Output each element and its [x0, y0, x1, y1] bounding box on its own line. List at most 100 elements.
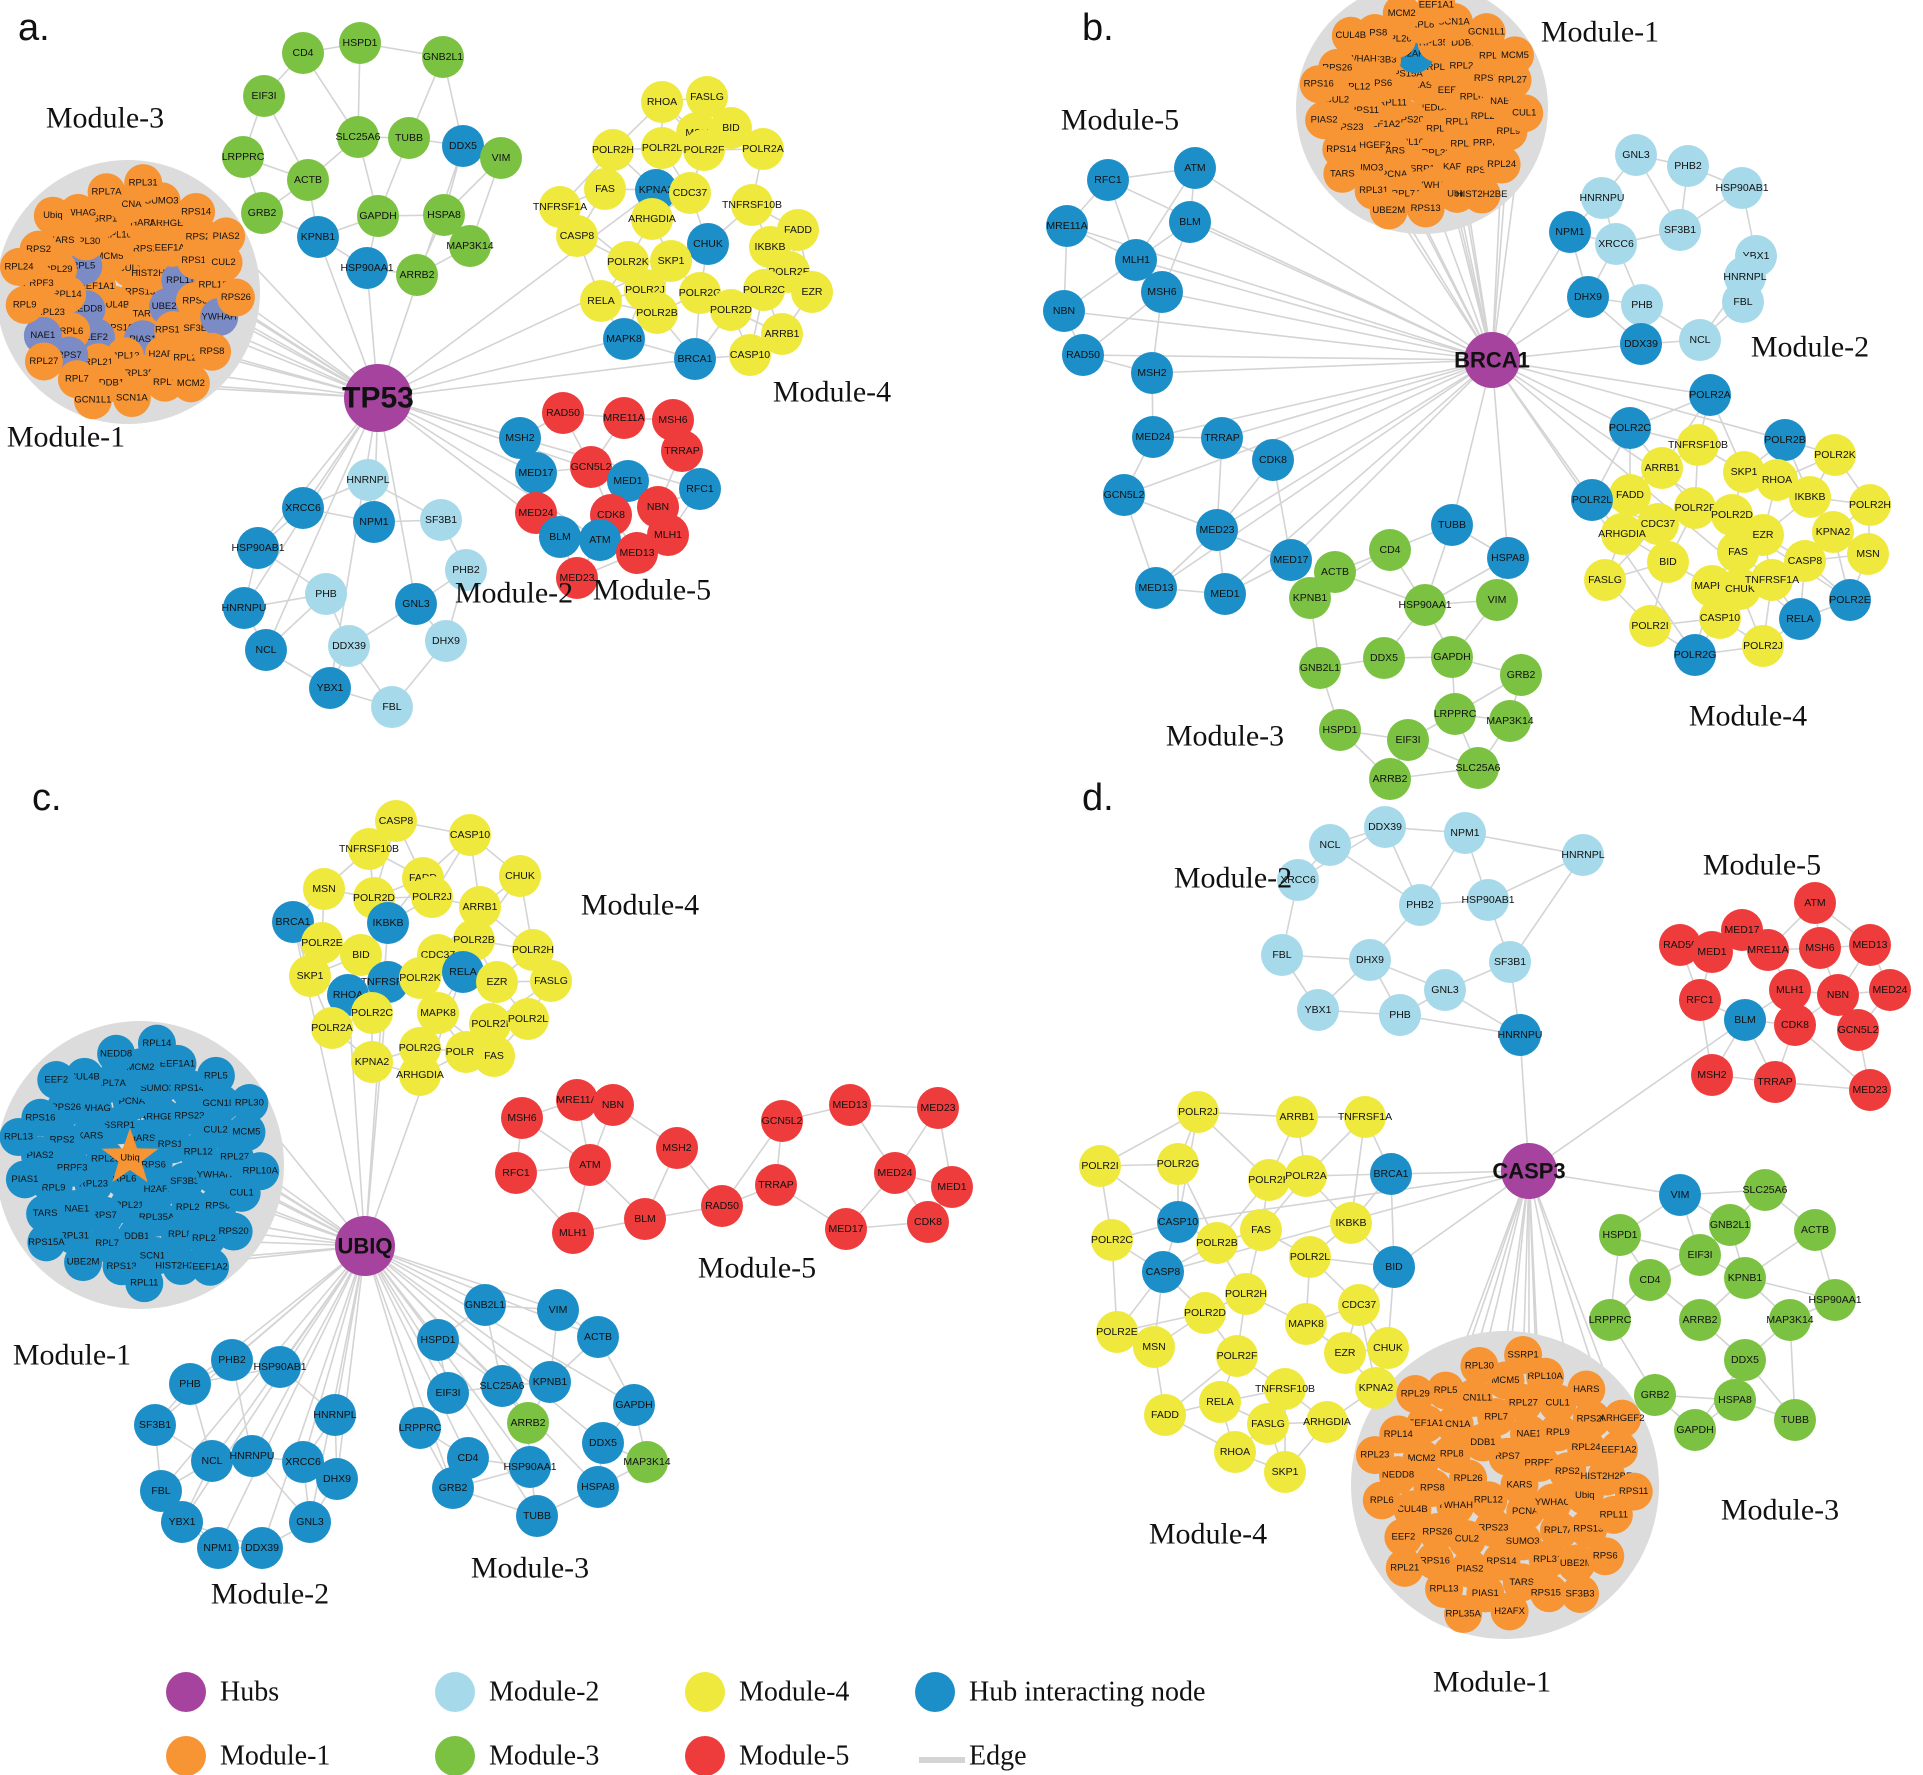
- node-POLR2L[interactable]: [1289, 1236, 1331, 1278]
- node-KPNB1[interactable]: [529, 1361, 571, 1403]
- node-MSH2[interactable]: [499, 417, 541, 459]
- node-DDX5[interactable]: [582, 1422, 624, 1464]
- node-POLR2H[interactable]: [1225, 1273, 1267, 1315]
- node-RHOA[interactable]: [641, 81, 683, 123]
- node-CD4[interactable]: [282, 32, 324, 74]
- node-HNRNPU[interactable]: [1581, 177, 1623, 219]
- node-EIF3I[interactable]: [427, 1372, 469, 1414]
- node-HSP90AA1[interactable]: [1814, 1279, 1856, 1321]
- node-MED23[interactable]: [1849, 1069, 1891, 1111]
- node-RPL13[interactable]: [0, 1118, 38, 1157]
- node-ACTB[interactable]: [1794, 1209, 1836, 1251]
- node-MED24[interactable]: [1132, 416, 1174, 458]
- node-RPL21[interactable]: [1385, 1548, 1424, 1587]
- node-PHB[interactable]: [169, 1363, 211, 1405]
- node-MRE11A[interactable]: [1046, 205, 1088, 247]
- node-FASLG[interactable]: [1584, 559, 1626, 601]
- node-RPL11[interactable]: [125, 1264, 164, 1303]
- node-PIAS2[interactable]: [1305, 101, 1344, 140]
- node-HSPD1[interactable]: [339, 22, 381, 64]
- node-UBE2M[interactable]: [1557, 1544, 1596, 1583]
- node-POLR2L[interactable]: [507, 998, 549, 1040]
- node-MAP3K14[interactable]: [449, 225, 491, 267]
- node-POLR2C[interactable]: [1091, 1219, 1133, 1261]
- node-MED23[interactable]: [1196, 509, 1238, 551]
- node-NPM1[interactable]: [1549, 211, 1591, 253]
- node-ARRB2[interactable]: [507, 1402, 549, 1444]
- node-GNB2L1[interactable]: [1299, 647, 1341, 689]
- node-RPS14[interactable]: [177, 192, 216, 231]
- node-TNFRSF10B[interactable]: [348, 828, 390, 870]
- node-POLR2B[interactable]: [636, 292, 678, 334]
- node-ARHGDIA[interactable]: [1306, 1401, 1348, 1443]
- node-POLR2L[interactable]: [1571, 479, 1613, 521]
- node-BRCA1[interactable]: [272, 901, 314, 943]
- node-RPL14[interactable]: [137, 1024, 176, 1063]
- node-POLR2F[interactable]: [1674, 487, 1716, 529]
- node-CUL4B[interactable]: [1331, 16, 1370, 55]
- node-LRPPRC[interactable]: [1434, 693, 1476, 735]
- node-CUL2[interactable]: [1447, 1520, 1486, 1559]
- node-HSPA8[interactable]: [577, 1466, 619, 1508]
- node-YBX1[interactable]: [1297, 989, 1339, 1031]
- node-SF3B1[interactable]: [1489, 941, 1531, 983]
- node-NBN[interactable]: [592, 1084, 634, 1126]
- node-HNRNPL[interactable]: [347, 459, 389, 501]
- node-TNFRSF10B[interactable]: [1677, 424, 1719, 466]
- node-RELA[interactable]: [442, 951, 484, 993]
- node-CASP10[interactable]: [729, 334, 771, 376]
- node-MED17[interactable]: [825, 1208, 867, 1250]
- node-POLR2K[interactable]: [1248, 1159, 1290, 1201]
- node-BLM[interactable]: [1724, 999, 1766, 1041]
- node-GAPDH[interactable]: [1431, 636, 1473, 678]
- hub-TP53[interactable]: [344, 364, 412, 432]
- node-MSH6[interactable]: [1799, 927, 1841, 969]
- node-BLM[interactable]: [624, 1198, 666, 1240]
- node-SLC25A6[interactable]: [1457, 747, 1499, 789]
- node-RPL35A[interactable]: [1444, 1595, 1483, 1634]
- node-RAD50[interactable]: [542, 392, 584, 434]
- node-EZR[interactable]: [791, 271, 833, 313]
- node-MED1[interactable]: [1204, 573, 1246, 615]
- node-NCL[interactable]: [191, 1440, 233, 1482]
- node-DDX39[interactable]: [1364, 806, 1406, 848]
- node-POLR2F[interactable]: [1216, 1335, 1258, 1377]
- node-RELA[interactable]: [1779, 598, 1821, 640]
- hub-CASP3[interactable]: [1501, 1143, 1557, 1199]
- node-CDC37[interactable]: [669, 172, 711, 214]
- node-RPS11[interactable]: [1614, 1472, 1653, 1511]
- node-PHB2[interactable]: [1667, 145, 1709, 187]
- node-PHB2[interactable]: [1399, 884, 1441, 926]
- node-RPS6[interactable]: [1586, 1537, 1625, 1576]
- node-RPS15A[interactable]: [27, 1223, 66, 1262]
- node-RPS26[interactable]: [1418, 1512, 1457, 1551]
- node-HSP90AA1[interactable]: [346, 247, 388, 289]
- node-RPS26[interactable]: [216, 278, 255, 317]
- node-EZR[interactable]: [1324, 1332, 1366, 1374]
- node-BID[interactable]: [1647, 541, 1689, 583]
- node-TUBB[interactable]: [1774, 1399, 1816, 1441]
- node-PIAS2[interactable]: [207, 217, 246, 256]
- node-MCM2[interactable]: [1382, 0, 1421, 33]
- node-MED24[interactable]: [1869, 969, 1911, 1011]
- node-GNB2L1[interactable]: [422, 36, 464, 78]
- node-DDX5[interactable]: [442, 125, 484, 167]
- node-FADD[interactable]: [1144, 1394, 1186, 1436]
- node-POLR2K[interactable]: [1814, 434, 1856, 476]
- node-MED23[interactable]: [917, 1087, 959, 1129]
- node-ATM[interactable]: [1174, 147, 1216, 189]
- node-GCN5L2[interactable]: [1837, 1009, 1879, 1051]
- node-POLR2A[interactable]: [1689, 374, 1731, 416]
- node-FASLG[interactable]: [686, 76, 728, 118]
- node-CD4[interactable]: [1369, 529, 1411, 571]
- node-GNL3[interactable]: [1615, 134, 1657, 176]
- node-XRCC6[interactable]: [282, 487, 324, 529]
- node-BLM[interactable]: [539, 516, 581, 558]
- node-RPL30[interactable]: [1460, 1346, 1499, 1385]
- node-POLR2A[interactable]: [1285, 1155, 1327, 1197]
- node-LRPPRC[interactable]: [399, 1407, 441, 1449]
- node-RELA[interactable]: [1199, 1381, 1241, 1423]
- node-RFC1[interactable]: [1087, 159, 1129, 201]
- node-POLR2D[interactable]: [1711, 494, 1753, 536]
- node-Ubiq[interactable]: [33, 196, 72, 235]
